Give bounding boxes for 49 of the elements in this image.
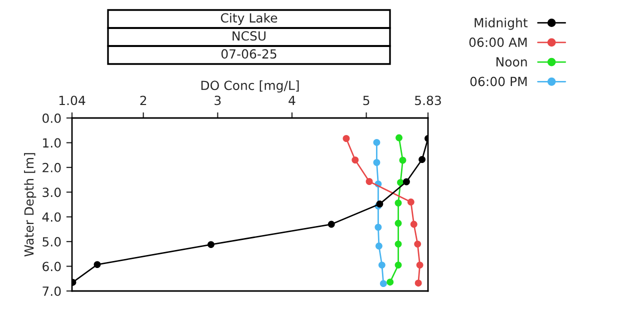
legend-label: Noon [496, 57, 527, 67]
chart-subtitle: NCSU [232, 31, 266, 41]
point [394, 262, 402, 269]
point [407, 198, 414, 206]
legend-label: 06:00 PM [470, 76, 527, 86]
x-tick-label: 2 [140, 96, 146, 105]
point [394, 200, 402, 206]
legend-label: Midnight [474, 18, 528, 30]
point [373, 159, 380, 166]
point [394, 240, 402, 248]
point [208, 241, 214, 248]
point [373, 138, 380, 146]
x-tick-label: 5.83 [415, 96, 441, 106]
point [378, 262, 386, 269]
y-tick-label: 4.0 [42, 212, 61, 222]
point [352, 156, 359, 164]
point [414, 240, 422, 248]
point [394, 220, 402, 227]
y-tick-label: 7.0 [42, 286, 61, 296]
point [342, 135, 350, 142]
point [366, 178, 373, 185]
y-tick-label: 2.0 [42, 162, 61, 172]
x-tick-label: 5 [363, 96, 370, 106]
point [94, 261, 101, 268]
y-axis-title: Water Depth [m] [24, 153, 36, 257]
point [375, 242, 382, 250]
point [399, 156, 406, 164]
y-tick-label: 5.0 [42, 237, 61, 246]
point [328, 220, 335, 228]
x-tick-label: 3 [214, 96, 221, 106]
point [402, 178, 410, 186]
x-axis-title: DO Conc [mg/L] [201, 80, 299, 93]
x-tick-label: 4 [288, 96, 296, 105]
y-tick-label: 6.0 [42, 262, 61, 272]
point [416, 262, 424, 269]
y-tick-label: 1.0 [43, 138, 61, 148]
legend-label: 06:00 AM [469, 38, 527, 48]
text: 07-06-25 [221, 49, 276, 59]
point [374, 224, 382, 231]
chart-title: City Lake [220, 12, 278, 26]
point [396, 134, 402, 142]
point [380, 280, 387, 288]
point [414, 280, 422, 287]
y-tick-label: 0.0 [42, 113, 61, 123]
point [386, 278, 394, 286]
x-tick-label: 1.04 [59, 96, 86, 106]
y-tick-label: 3.0 [42, 188, 61, 198]
point [418, 156, 426, 163]
point [410, 220, 418, 228]
